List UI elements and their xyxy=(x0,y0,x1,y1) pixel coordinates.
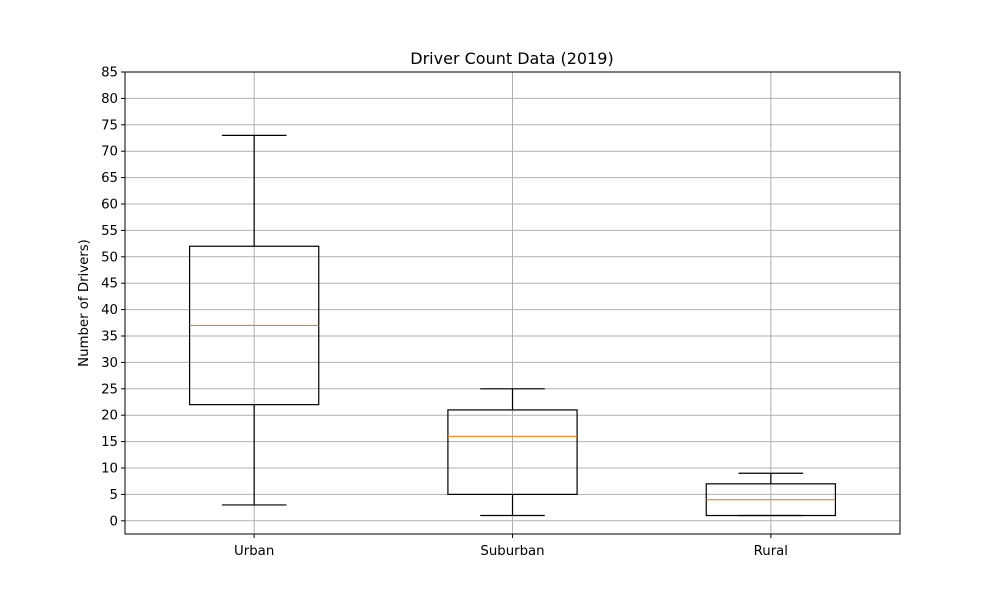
boxes-layer xyxy=(188,134,837,517)
chart-title: Driver Count Data (2019) xyxy=(410,49,613,68)
y-tick-label: 65 xyxy=(101,171,118,186)
y-tick-label: 75 xyxy=(101,118,118,133)
axes-layer: 0 5 10 15 20 25 30 35 40 45 50 55 60 65 70 75 80 85 Urban S… xyxy=(101,66,901,559)
box-iqr xyxy=(447,409,578,496)
x-tick-label: Urban xyxy=(234,544,274,559)
y-tick-label: 10 xyxy=(101,462,118,477)
y-tick-label: 15 xyxy=(101,435,118,450)
y-tick-label: 50 xyxy=(101,250,118,265)
y-tick-label: 80 xyxy=(101,92,118,107)
y-tick-label: 25 xyxy=(101,382,118,397)
y-tick-label: 30 xyxy=(101,356,118,371)
y-tick-label: 5 xyxy=(110,488,118,503)
y-tick-label: 40 xyxy=(101,303,118,318)
box-group-urban xyxy=(188,134,320,506)
y-tick-label: 45 xyxy=(101,277,118,292)
y-axis-label: Number of Drivers) xyxy=(77,239,92,367)
y-tick-label: 60 xyxy=(101,198,118,213)
x-tick-label: Rural xyxy=(754,544,788,559)
y-tick-label: 0 xyxy=(110,514,118,529)
x-tick-label: Suburban xyxy=(480,544,544,559)
y-tick-label: 20 xyxy=(101,409,118,424)
y-tick-label: 85 xyxy=(101,66,118,81)
box-group-suburban xyxy=(447,388,578,517)
box-group-rural xyxy=(705,472,837,517)
y-tick-label: 70 xyxy=(101,145,118,160)
y-tick-label: 55 xyxy=(101,224,118,239)
y-tick-label: 35 xyxy=(101,330,118,345)
